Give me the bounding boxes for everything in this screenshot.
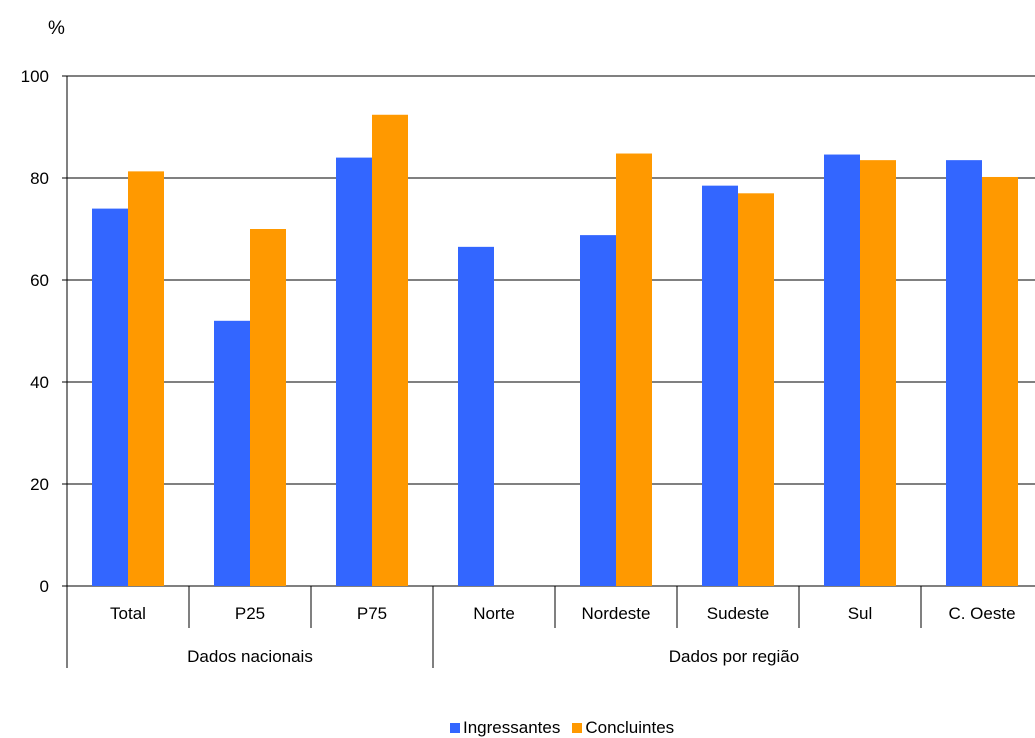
legend-label-concluintes: Concluintes (585, 718, 675, 737)
y-tick-label-20: 20 (30, 475, 49, 494)
category-label-3: Norte (473, 604, 515, 623)
group-label-1: Dados por região (669, 647, 799, 666)
bar-concluintes-1 (250, 229, 286, 586)
y-axis-unit-label: % (48, 18, 65, 39)
y-tick-label-80: 80 (30, 169, 49, 188)
legend-swatch-ingressantes (450, 723, 460, 733)
category-label-1: P25 (235, 604, 265, 623)
bar-concluintes-7 (982, 176, 1018, 587)
category-label-4: Nordeste (582, 604, 651, 623)
bar-ingressantes-1 (214, 320, 250, 586)
bar-ingressantes-4 (580, 235, 616, 586)
bar-ingressantes-0 (92, 208, 128, 586)
bar-concluintes-4 (616, 153, 652, 586)
bar-ingressantes-2 (336, 157, 372, 586)
category-label-7: C. Oeste (948, 604, 1015, 623)
bar-ingressantes-7 (946, 160, 982, 586)
group-label-0: Dados nacionais (187, 647, 313, 666)
y-tick-label-100: 100 (21, 67, 49, 86)
bar-concluintes-5 (738, 193, 774, 587)
legend-item-concluintes: Concluintes (572, 718, 674, 738)
category-label-5: Sudeste (707, 604, 769, 623)
y-tick-label-40: 40 (30, 373, 49, 392)
legend-swatch-concluintes (572, 723, 583, 733)
bar-ingressantes-3 (458, 246, 494, 586)
category-label-6: Sul (848, 604, 873, 623)
bar-ingressantes-6 (824, 154, 860, 587)
bar-ingressantes-5 (702, 185, 738, 586)
category-label-2: P75 (357, 604, 387, 623)
bar-concluintes-2 (372, 114, 408, 586)
y-tick-label-60: 60 (30, 271, 49, 290)
category-label-0: Total (110, 604, 146, 623)
legend-item-ingressantes: Ingressantes (450, 718, 560, 738)
legend-label-ingressantes: Ingressantes (463, 718, 561, 737)
bar-concluintes-0 (128, 171, 164, 586)
y-tick-label-0: 0 (40, 577, 49, 596)
bar-concluintes-6 (860, 160, 896, 586)
chart-legend: Ingressantes Concluintes (450, 718, 686, 738)
